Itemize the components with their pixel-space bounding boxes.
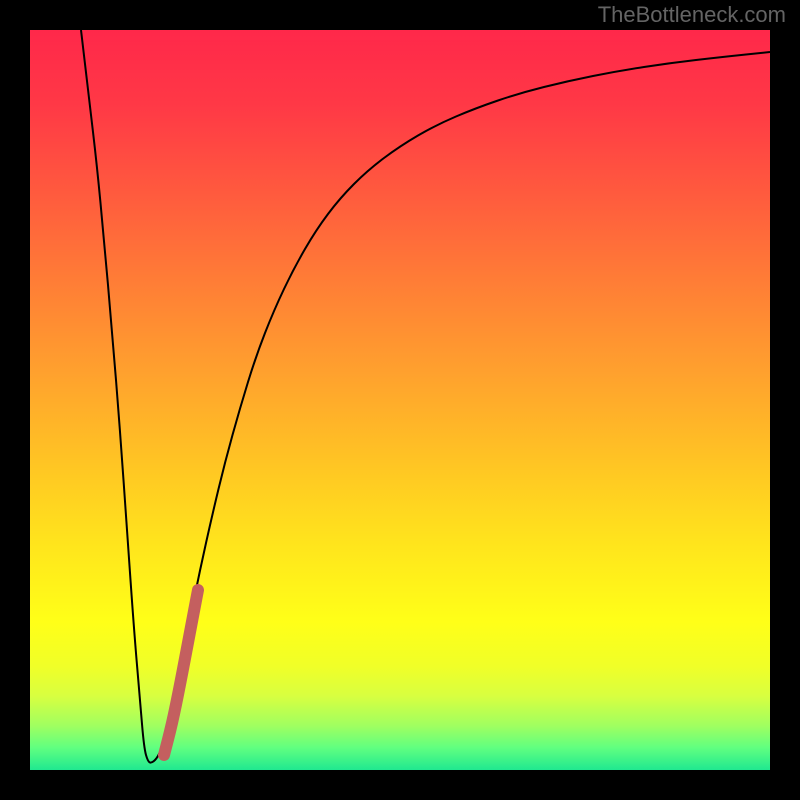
highlight-segment [164,590,198,755]
curve-layer [30,30,770,770]
watermark-text: TheBottleneck.com [598,2,786,28]
